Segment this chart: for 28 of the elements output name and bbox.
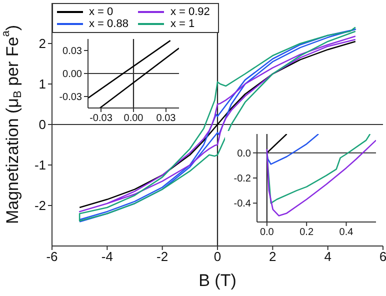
- x-tick-label: -6: [46, 249, 58, 264]
- y-tick-label: -1: [34, 158, 46, 173]
- x-tick-label: 0.0: [260, 227, 274, 238]
- x-tick-label: 0.00: [124, 113, 144, 124]
- y-tick-label: -0.2: [234, 174, 252, 185]
- x-tick-label: 0.03: [156, 113, 176, 124]
- x-tick-label: -2: [156, 249, 168, 264]
- x-tick-label: 0: [214, 249, 222, 264]
- x-tick-label: 0.2: [300, 227, 314, 238]
- x-tick-label: 2: [269, 249, 276, 264]
- x-axis-title: B (T): [198, 271, 236, 290]
- x-tick-label: 6: [379, 249, 386, 264]
- y-tick-label: 0.0: [237, 148, 252, 160]
- x-tick-label: -0.03: [90, 113, 113, 124]
- legend-label: x = 1: [170, 18, 195, 30]
- y-tick-label: 0.00: [62, 69, 82, 80]
- legend-label: x = 0: [89, 6, 114, 18]
- y-tick-label: -0.4: [234, 198, 252, 210]
- y-tick-label: 2: [38, 36, 46, 52]
- y-tick-label: 0.03: [62, 46, 82, 58]
- y-tick-label: -2: [34, 198, 46, 214]
- x-tick-label: 0.4: [339, 227, 354, 238]
- y-tick-label: 1: [38, 76, 46, 92]
- x-tick-label: 4: [324, 249, 332, 264]
- legend-label: x = 0.88: [89, 18, 128, 30]
- y-tick-label: -0.03: [59, 92, 82, 104]
- legend-label: x = 0.92: [170, 6, 210, 18]
- x-tick-label: -4: [101, 249, 113, 264]
